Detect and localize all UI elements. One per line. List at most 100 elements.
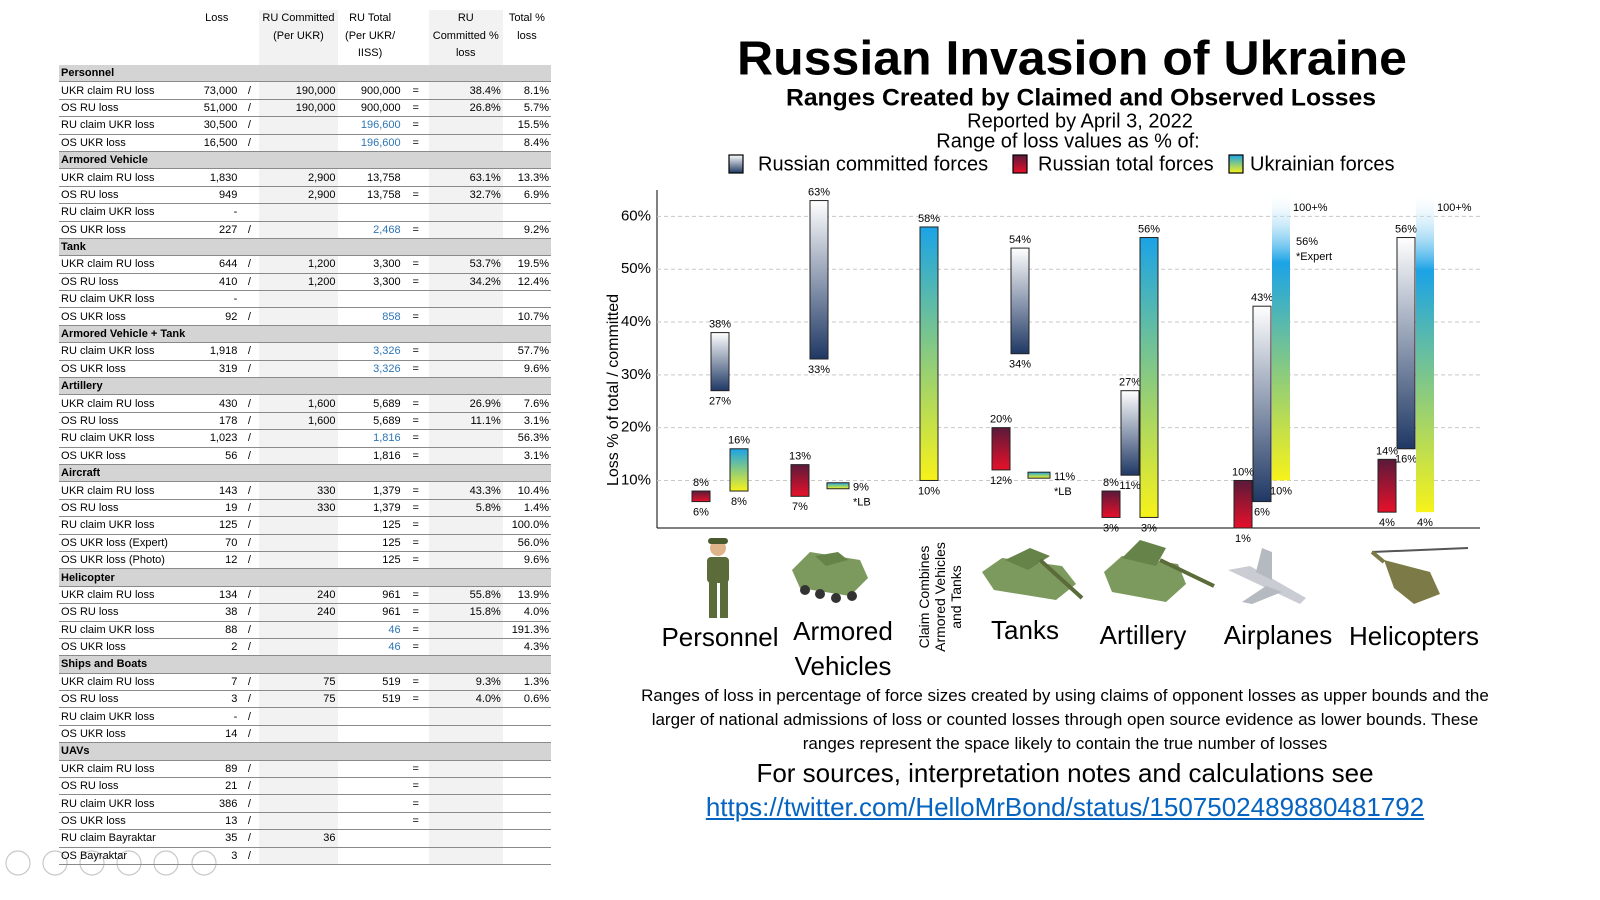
bar-high-label: 56% [1395, 223, 1417, 235]
table-cell: 2,900 [259, 168, 338, 187]
table-cell [402, 725, 429, 744]
range-bar [1010, 247, 1030, 355]
table-cell: = [402, 412, 429, 431]
table-cell: / [239, 847, 260, 865]
table-row: OS UKR loss (Photo) 12/ 125 = 9.6% [59, 551, 551, 570]
table-cell: 13,758 [337, 186, 403, 205]
table-cell: = [402, 794, 429, 813]
table-cell: 46 [337, 638, 403, 657]
table-cell: RU claim UKR loss [59, 116, 195, 135]
table-row: OS UKR loss 227/ 2,468 = 9.2% [59, 221, 551, 239]
table-cell: 75 [259, 673, 338, 692]
table-cell: 1,830 [194, 168, 240, 187]
table-cell [259, 551, 338, 570]
table-cell: / [239, 690, 260, 709]
table-cell [259, 621, 338, 639]
table-cell: 8.1% [502, 81, 551, 100]
annotation: 56% [1296, 236, 1318, 248]
range-bar [1101, 490, 1121, 518]
table-cell: 75 [259, 690, 338, 709]
table-cell: 2 [194, 638, 240, 657]
table-row: RU claim UKR loss 88/ 46 = 191.3% [59, 621, 551, 639]
table-cell [428, 360, 503, 379]
table-cell [402, 847, 429, 865]
table-cell: 4.3% [502, 638, 551, 657]
table-cell: / [239, 725, 260, 744]
table-cell [428, 203, 503, 222]
table-row: OS RU loss 51,000/190,000 900,000 = 26.8% 5.7… [59, 99, 551, 118]
bar-high-label: 54% [1009, 234, 1031, 246]
table-cell: RU claim UKR loss [59, 429, 195, 448]
table-cell [428, 290, 503, 309]
table-cell: / [239, 116, 260, 135]
table-cell [502, 812, 551, 831]
table-cell: 2,468 [337, 221, 403, 239]
column-header [239, 10, 259, 65]
table-row: OS RU loss 19/330 1,379 = 5.8% 1.4% [59, 499, 551, 518]
table-cell: 143 [194, 481, 240, 500]
section-row: Helicopter [59, 568, 551, 587]
table-cell: 56.0% [502, 534, 551, 552]
table-row: OS UKR loss 16,500/ 196,600 = 8.4% [59, 134, 551, 152]
table-cell: 519 [337, 690, 403, 709]
table-cell [502, 847, 551, 865]
table-cell: / [239, 586, 260, 605]
table-row: UKR claim RU loss 134/240 961 = 55.8% 13.9% [59, 586, 551, 605]
artillery-icon [1104, 540, 1215, 602]
table-cell: OS RU loss [59, 99, 195, 118]
table-cell: OS UKR loss [59, 725, 195, 744]
table-cell: OS RU loss [59, 603, 195, 622]
table-cell [259, 707, 338, 726]
table-cell [428, 794, 503, 813]
table-cell [402, 203, 429, 222]
table-cell: / [239, 81, 260, 100]
table-cell: 35 [194, 829, 240, 848]
table-cell: / [239, 255, 260, 274]
table-cell: 15.8% [428, 603, 503, 622]
airplane-icon [1228, 548, 1306, 604]
table-cell: 134 [194, 586, 240, 605]
table-cell: / [239, 794, 260, 813]
prev-button[interactable] [5, 850, 31, 876]
table-cell: 3,300 [337, 273, 403, 292]
reported-date: Reported by April 3, 2022 [967, 110, 1193, 132]
table-cell: 13,758 [337, 168, 403, 187]
table-row: OS RU loss 3/75 519 = 4.0% 0.6% [59, 690, 551, 709]
table-cell [428, 342, 503, 361]
table-cell: 961 [337, 586, 403, 605]
table-cell [428, 134, 503, 152]
table-cell: = [402, 447, 429, 465]
table-cell: UKR claim RU loss [59, 168, 195, 187]
range-bar [809, 200, 829, 360]
table-cell: 57.7% [502, 342, 551, 361]
table-cell: 55.8% [428, 586, 503, 605]
table-cell: 46 [337, 621, 403, 639]
table-cell: 3 [194, 690, 240, 709]
table-cell: = [402, 221, 429, 239]
bar-high-label: 100+% [1293, 202, 1328, 214]
source-link[interactable]: https://twitter.com/HelloMrBond/status/1… [705, 792, 1425, 822]
table-cell: 12 [194, 551, 240, 570]
table-cell: 92 [194, 307, 240, 326]
table-cell: 73,000 [194, 81, 240, 100]
section-name: Armored Vehicle + Tank [59, 325, 551, 344]
bar-high-label: 100+% [1437, 202, 1472, 214]
bar-high-label: 16% [728, 435, 750, 447]
table-cell: RU claim UKR loss [59, 621, 195, 639]
table-cell: 1,816 [337, 447, 403, 465]
table-row: RU claim UKR loss 125/125 = 100.0% [59, 516, 551, 535]
table-cell: 9.2% [502, 221, 551, 239]
range-bar [1139, 237, 1159, 518]
bar-low-label: 6% [1254, 507, 1270, 519]
table-cell: - [194, 290, 240, 309]
table-cell: / [239, 673, 260, 692]
link-row: https://twitter.com/HelloMrBond/status/1… [625, 792, 1505, 823]
table-cell: 1,379 [337, 499, 403, 518]
bar-high-label: 63% [808, 186, 830, 198]
table-cell: 125 [337, 516, 403, 535]
table-cell: = [402, 429, 429, 448]
bar-high-label: 14% [1376, 445, 1398, 457]
table-cell: 89 [194, 760, 240, 779]
table-cell: 34.2% [428, 273, 503, 292]
table-cell: 63.1% [428, 168, 503, 187]
